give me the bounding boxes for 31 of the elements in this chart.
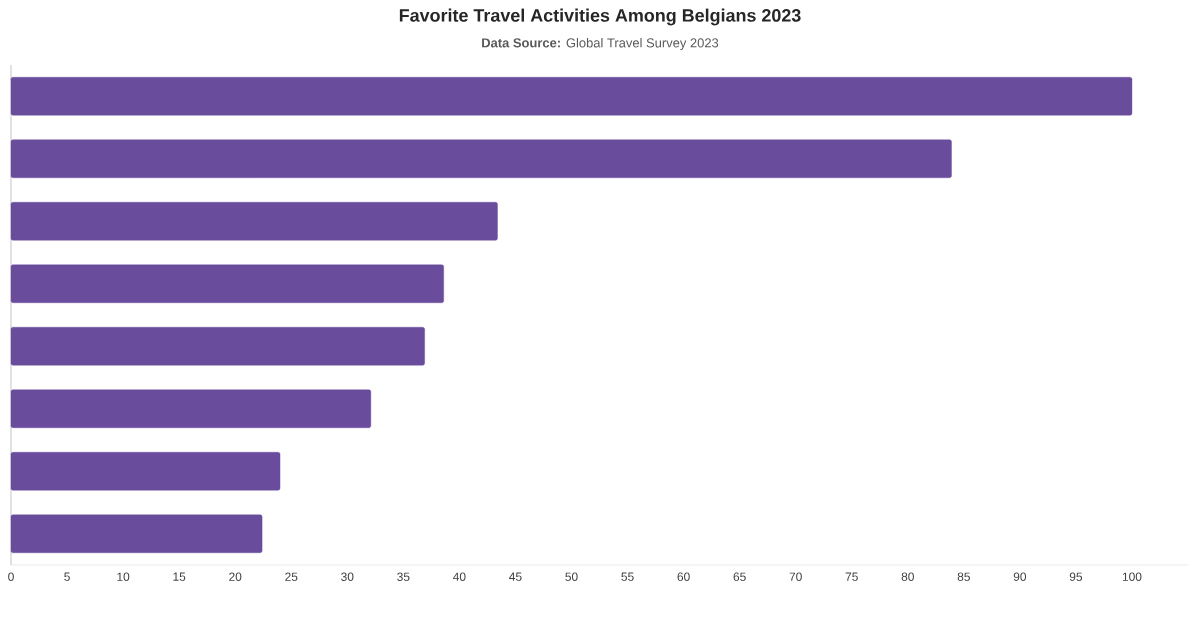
x-tick-label: 85 [957,572,970,581]
x-tick-label: 75 [845,572,858,581]
x-tick-label: 45 [509,572,522,581]
x-tick-label: 95 [1069,572,1083,581]
bar [10,77,1133,116]
x-tick-label: 20 [229,572,242,581]
x-tick-label: 90 [1013,572,1027,581]
x-tick-label: 35 [397,572,410,581]
x-tick-label: 70 [789,572,802,581]
chart-subtitle: Data Source: Global Travel Survey 2023 [482,37,719,51]
bar [10,514,263,553]
bar [10,389,372,428]
x-tick-label: 15 [173,572,186,581]
x-tick-label: 30 [341,572,354,581]
x-tick-label: 25 [285,572,298,581]
x-tick-label: 0 [8,572,14,581]
bar [10,139,952,178]
bar [10,202,498,241]
x-tick-label: 80 [901,572,914,581]
bar [10,452,281,491]
bar [10,327,425,366]
x-tick-label: 50 [565,572,578,581]
x-tick-label: 100 [1122,572,1142,581]
x-tick-label: 65 [733,572,746,581]
x-tick-label: 60 [677,572,690,581]
x-tick-label: 5 [64,572,70,581]
x-tick-label: 10 [117,572,130,581]
bar [10,264,444,303]
x-tick-label: 40 [453,572,466,581]
chart-title: Favorite Travel Activities Among Belgians 2023 [399,8,801,26]
x-tick-label: 55 [621,572,634,581]
